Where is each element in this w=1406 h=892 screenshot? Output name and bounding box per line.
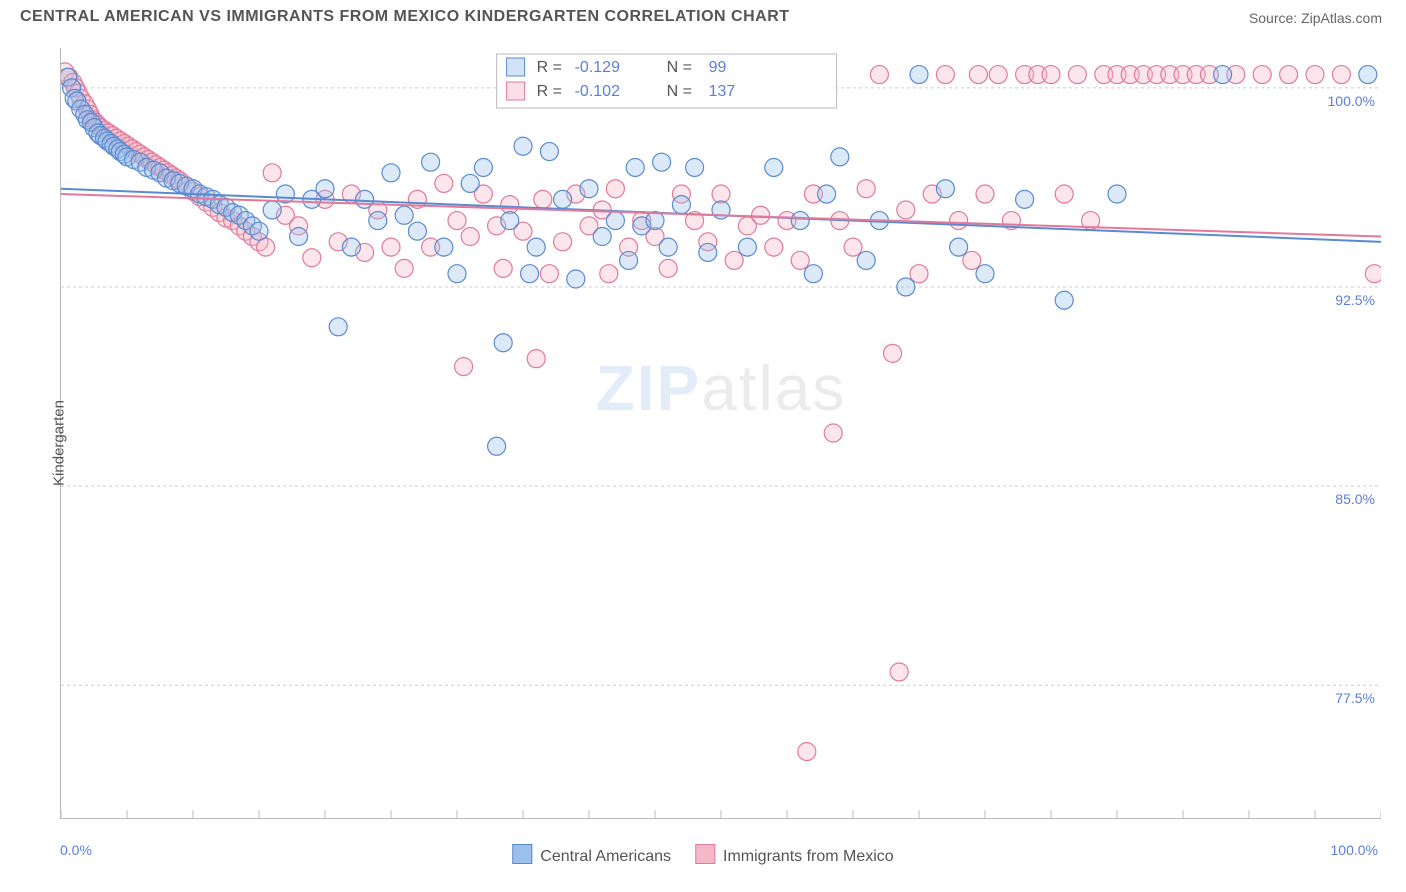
svg-text:-0.102: -0.102 [575,83,620,100]
svg-text:R =: R = [537,59,562,76]
scatter-plot-svg: 77.5% 85.0% 92.5% 100.0% ZIPatlas R = -0.129 N … [60,48,1381,819]
x-axis-max-label: 100.0% [1331,842,1378,858]
chart-area: Kindergarten 77.5%85.0%92.5%100.0%ZIPatl… [60,48,1386,838]
legend-swatch-series-b [695,844,715,864]
legend-item-series-b: Immigrants from Mexico [695,844,894,866]
svg-text:100.0%: 100.0% [1328,93,1375,109]
bottom-legend: Central Americans Immigrants from Mexico [512,844,893,866]
svg-text:137: 137 [709,83,736,100]
legend-label-series-b: Immigrants from Mexico [723,848,894,865]
svg-text:ZIPatlas: ZIPatlas [596,352,847,424]
svg-text:N =: N = [667,83,692,100]
svg-text:92.5%: 92.5% [1335,292,1375,308]
svg-text:77.5%: 77.5% [1335,690,1375,706]
legend-label-series-a: Central Americans [540,848,671,865]
svg-text:-0.129: -0.129 [575,59,620,76]
legend-item-series-a: Central Americans [512,844,671,866]
svg-text:R =: R = [537,83,562,100]
svg-text:99: 99 [709,59,727,76]
svg-text:N =: N = [667,59,692,76]
svg-text:85.0%: 85.0% [1335,491,1375,507]
chart-title: CENTRAL AMERICAN VS IMMIGRANTS FROM MEXI… [20,8,1386,26]
source-credit: Source: ZipAtlas.com [1249,10,1382,26]
chart-footer: 0.0% 100.0% Central Americans Immigrants… [0,838,1406,888]
x-axis-min-label: 0.0% [60,842,92,858]
source-label: Source: [1249,10,1301,26]
source-value: ZipAtlas.com [1301,10,1382,26]
y-axis-label: Kindergarten [50,400,67,486]
legend-swatch-series-a [512,844,532,864]
chart-header: CENTRAL AMERICAN VS IMMIGRANTS FROM MEXI… [0,0,1406,48]
